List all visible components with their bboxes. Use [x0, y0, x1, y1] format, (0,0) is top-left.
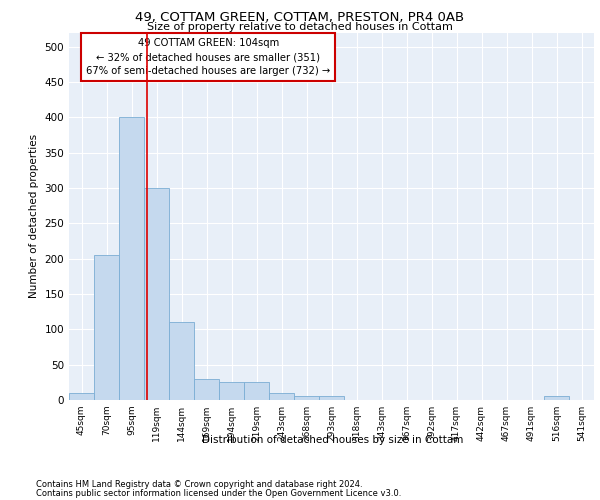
Bar [269, 393, 294, 400]
Text: Size of property relative to detached houses in Cottam: Size of property relative to detached ho… [147, 22, 453, 32]
Bar [219, 382, 244, 400]
Bar [319, 396, 344, 400]
Text: Contains public sector information licensed under the Open Government Licence v3: Contains public sector information licen… [36, 488, 401, 498]
Bar [119, 118, 144, 400]
Bar [194, 379, 219, 400]
Bar [69, 393, 94, 400]
Bar [169, 322, 194, 400]
Y-axis label: Number of detached properties: Number of detached properties [29, 134, 39, 298]
Bar [294, 396, 319, 400]
Text: 49, COTTAM GREEN, COTTAM, PRESTON, PR4 0AB: 49, COTTAM GREEN, COTTAM, PRESTON, PR4 0… [136, 11, 464, 24]
Text: 49 COTTAM GREEN: 104sqm
← 32% of detached houses are smaller (351)
67% of semi-d: 49 COTTAM GREEN: 104sqm ← 32% of detache… [86, 38, 330, 76]
Bar [144, 188, 169, 400]
Bar [544, 396, 569, 400]
Text: Distribution of detached houses by size in Cottam: Distribution of detached houses by size … [202, 435, 464, 445]
Text: Contains HM Land Registry data © Crown copyright and database right 2024.: Contains HM Land Registry data © Crown c… [36, 480, 362, 489]
Bar [244, 382, 269, 400]
Bar [94, 255, 119, 400]
